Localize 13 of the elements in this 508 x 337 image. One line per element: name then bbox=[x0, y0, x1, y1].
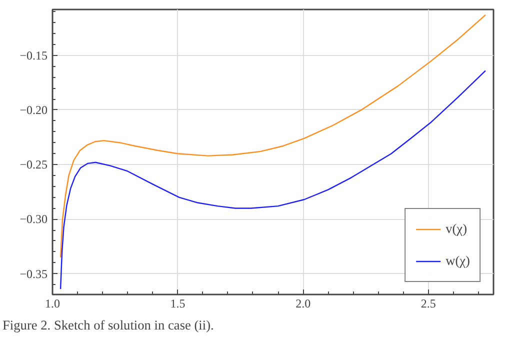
x-tick-label: 1.5 bbox=[170, 296, 186, 310]
caption: Figure 2. Sketch of solution in case (ii). bbox=[2, 318, 214, 332]
x-tick-label: 2.0 bbox=[296, 296, 311, 310]
legend-label: w(χ) bbox=[446, 253, 470, 269]
y-tick-label: −0.20 bbox=[20, 102, 48, 117]
y-tick-label: −0.35 bbox=[20, 266, 48, 281]
x-tick-label: 2.5 bbox=[420, 296, 436, 310]
x-tick-label: 1.0 bbox=[45, 296, 60, 310]
y-tick-label: −0.30 bbox=[20, 212, 48, 226]
legend-label: v(χ) bbox=[446, 221, 468, 237]
y-tick-label: −0.15 bbox=[20, 48, 48, 62]
y-tick-label: −0.25 bbox=[20, 158, 48, 172]
line-series bbox=[60, 70, 486, 290]
